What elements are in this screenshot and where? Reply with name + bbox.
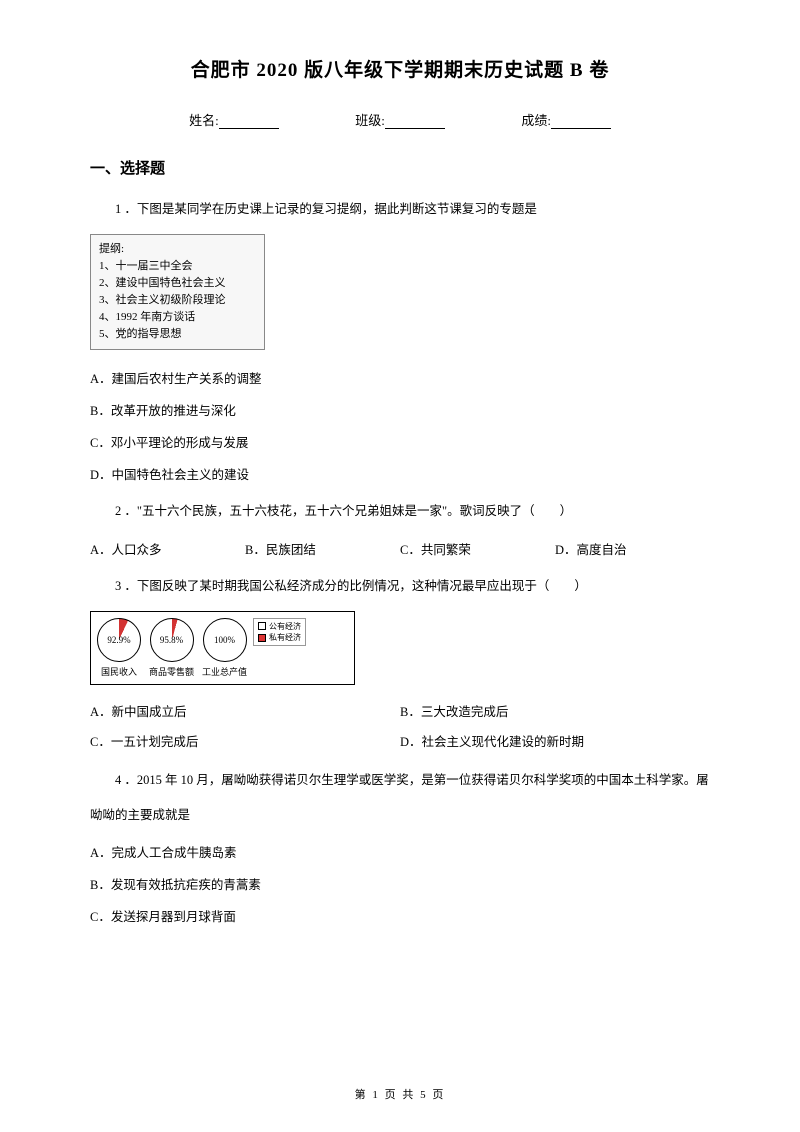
score-blank xyxy=(551,115,611,129)
q4-stem-line2: 呦呦的主要成就是 xyxy=(90,802,710,830)
pie-group: 92.9% 国民收入 95.8% 商品零售额 100% 工业总产值 xyxy=(97,618,247,678)
legend-private-label: 私有经济 xyxy=(269,632,301,643)
q1-option-a: A．建国后农村生产关系的调整 xyxy=(90,364,710,394)
q4-option-a: A．完成人工合成牛胰岛素 xyxy=(90,838,710,868)
pie-1: 92.9% xyxy=(97,618,141,662)
pie-2: 95.8% xyxy=(150,618,194,662)
q1-stem: 1 ．下图是某同学在历史课上记录的复习提纲，据此判断这节课复习的专题是 xyxy=(90,196,710,224)
q4-stem-line1: 4 ．2015 年 10 月，屠呦呦获得诺贝尔生理学或医学奖，是第一位获得诺贝尔… xyxy=(90,767,710,795)
q2-options: A．人口众多 B．民族团结 C．共同繁荣 D．高度自治 xyxy=(90,535,710,565)
page-title: 合肥市 2020 版八年级下学期期末历史试题 B 卷 xyxy=(90,55,710,82)
pie-label: 商品零售额 xyxy=(149,665,194,678)
q3-stem: 3 ．下图反映了某时期我国公私经济成分的比例情况，这种情况最早应出现于（ ） xyxy=(90,573,710,601)
q2-option-d: D．高度自治 xyxy=(555,535,710,565)
outline-item: 1、十一届三中全会 xyxy=(99,258,256,275)
q4-option-b: B．发现有效抵抗疟疾的青蒿素 xyxy=(90,870,710,900)
outline-item: 3、社会主义初级阶段理论 xyxy=(99,292,256,309)
legend-public: 公有经济 xyxy=(258,621,301,632)
pie-label: 工业总产值 xyxy=(202,665,247,678)
class-blank xyxy=(385,115,445,129)
pie-percent: 100% xyxy=(214,635,235,645)
q1-option-b: B．改革开放的推进与深化 xyxy=(90,396,710,426)
outline-item: 5、党的指导思想 xyxy=(99,326,256,343)
student-info-line: 姓名: 班级: 成绩: xyxy=(90,110,710,129)
score-label: 成绩: xyxy=(521,110,551,129)
q3-option-b: B．三大改造完成后 xyxy=(400,697,710,727)
q2-option-c: C．共同繁荣 xyxy=(400,535,555,565)
q3-chart: 92.9% 国民收入 95.8% 商品零售额 100% 工业总产值 公有经济 私… xyxy=(90,611,355,685)
q2-stem: 2 ．"五十六个民族，五十六枝花，五十六个兄弟姐妹是一家"。歌词反映了（ ） xyxy=(90,498,710,526)
pie-3: 100% xyxy=(203,618,247,662)
q4-option-c: C．发送探月器到月球背面 xyxy=(90,902,710,932)
legend-square-icon xyxy=(258,634,266,642)
q1-option-d: D．中国特色社会主义的建设 xyxy=(90,460,710,490)
pie-percent: 95.8% xyxy=(160,635,183,645)
q3-options: A．新中国成立后 B．三大改造完成后 C．一五计划完成后 D．社会主义现代化建设… xyxy=(90,697,710,757)
name-label: 姓名: xyxy=(189,110,219,129)
outline-title: 提纲: xyxy=(99,241,256,258)
q2-option-a: A．人口众多 xyxy=(90,535,245,565)
q3-option-d: D．社会主义现代化建设的新时期 xyxy=(400,727,710,757)
pie-item: 100% 工业总产值 xyxy=(202,618,247,678)
q2-option-b: B．民族团结 xyxy=(245,535,400,565)
pie-item: 95.8% 商品零售额 xyxy=(149,618,194,678)
q1-option-c: C．邓小平理论的形成与发展 xyxy=(90,428,710,458)
q3-option-c: C．一五计划完成后 xyxy=(90,727,400,757)
pie-label: 国民收入 xyxy=(101,665,137,678)
outline-item: 4、1992 年南方谈话 xyxy=(99,309,256,326)
chart-legend: 公有经济 私有经济 xyxy=(253,618,306,646)
legend-private: 私有经济 xyxy=(258,632,301,643)
outline-item: 2、建设中国特色社会主义 xyxy=(99,275,256,292)
section-heading: 一、选择题 xyxy=(90,157,710,178)
q1-outline-box: 提纲: 1、十一届三中全会 2、建设中国特色社会主义 3、社会主义初级阶段理论 … xyxy=(90,234,265,350)
name-blank xyxy=(219,115,279,129)
q3-option-a: A．新中国成立后 xyxy=(90,697,400,727)
legend-square-icon xyxy=(258,622,266,630)
pie-percent: 92.9% xyxy=(107,635,130,645)
pie-item: 92.9% 国民收入 xyxy=(97,618,141,678)
page-footer: 第 1 页 共 5 页 xyxy=(0,1086,800,1102)
class-label: 班级: xyxy=(355,110,385,129)
legend-public-label: 公有经济 xyxy=(269,621,301,632)
